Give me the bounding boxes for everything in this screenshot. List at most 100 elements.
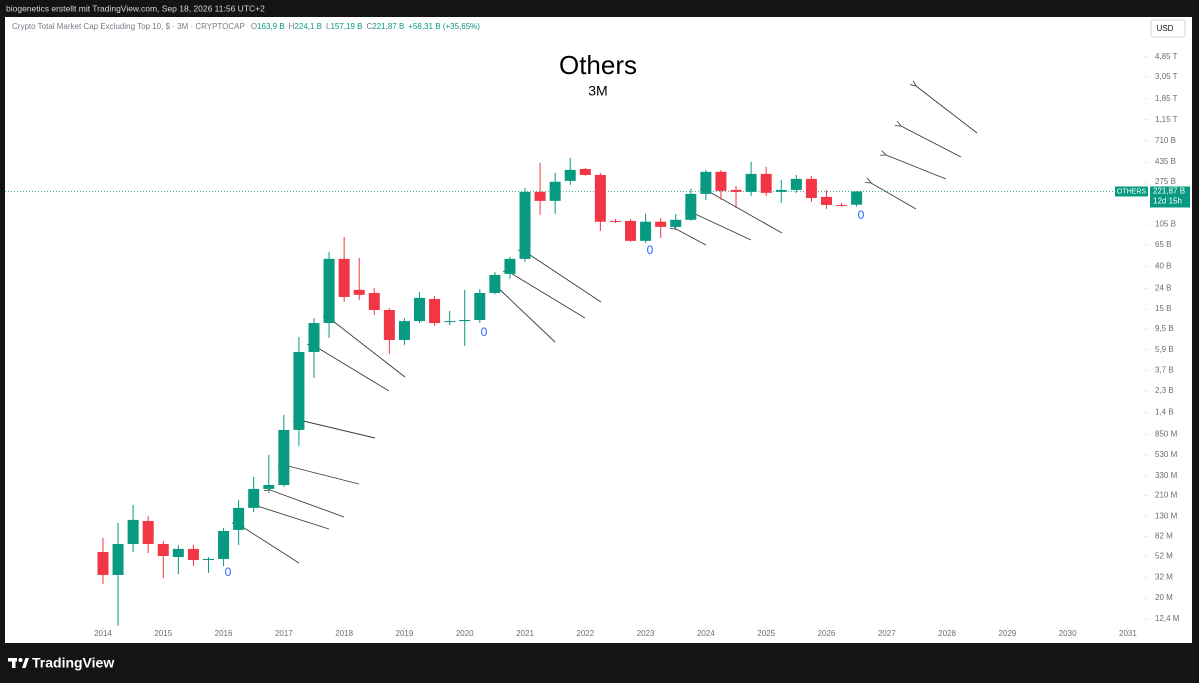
logo-part[interactable]	[18, 658, 23, 662]
candle-body	[655, 221, 667, 227]
arrow	[706, 190, 783, 234]
y-tick-label: 3,05 T	[1155, 72, 1178, 81]
x-tick-label: 2019	[396, 629, 414, 638]
chart-pane	[5, 17, 1192, 643]
candle-body	[263, 484, 275, 489]
price-tag-value: 221,87 B	[1153, 187, 1185, 196]
logo-part[interactable]	[12, 658, 16, 668]
x-tick-label: 2028	[938, 629, 956, 638]
ohlc-value: 224,1 B	[294, 22, 322, 31]
candle-body	[640, 221, 652, 241]
x-tick-label: 2027	[878, 629, 896, 638]
arrows	[238, 86, 978, 564]
arrow	[916, 86, 978, 134]
y-tick-label: 40 B	[1155, 261, 1171, 270]
y-tick-label: 850 M	[1155, 430, 1178, 439]
candle-body	[851, 191, 863, 205]
y-tick-label: 1,15 T	[1155, 115, 1178, 124]
y-tick-label: 24 B	[1155, 284, 1171, 293]
y-tick-label: 2,3 B	[1155, 386, 1174, 395]
candle-body	[504, 258, 516, 274]
y-tick-label: 330 M	[1155, 471, 1178, 480]
candle-body	[308, 323, 320, 352]
candle-body	[248, 488, 260, 508]
y-tick-label: 435 B	[1155, 157, 1176, 166]
ohlc-key: L	[326, 22, 331, 31]
candle-body	[670, 219, 682, 227]
candle-body	[534, 191, 546, 201]
candle-body	[97, 552, 109, 575]
arrow	[254, 505, 330, 530]
arrow	[270, 490, 345, 518]
x-tick-label: 2020	[456, 629, 474, 638]
candle-body	[323, 258, 335, 324]
ohlc-key: O	[251, 22, 257, 31]
y-tick-label: 65 B	[1155, 240, 1171, 249]
x-tick-label: 2024	[697, 629, 715, 638]
candle-body	[444, 321, 456, 323]
candle-body	[519, 191, 531, 259]
annotation: 0	[481, 325, 488, 339]
candle-body	[293, 351, 305, 430]
x-tick-label: 2030	[1059, 629, 1077, 638]
symbol-header: Crypto Total Market Cap Excluding Top 10…	[12, 22, 480, 31]
candle-body	[459, 319, 471, 322]
logo-part[interactable]	[22, 658, 29, 668]
y-tick-label: 1,4 B	[1155, 408, 1174, 417]
arrow	[901, 126, 962, 158]
arrow	[691, 212, 752, 241]
price-tag-bg	[1150, 186, 1190, 208]
ohlc-value: 221,87 B	[372, 22, 404, 31]
brand-logo[interactable]	[8, 658, 29, 668]
y-tick-label: 32 M	[1155, 573, 1173, 582]
arrow	[509, 272, 586, 319]
y-tick-label: 1,85 T	[1155, 94, 1178, 103]
brand[interactable]: TradingView	[32, 655, 114, 671]
candle-body	[489, 274, 501, 293]
arrow	[238, 524, 300, 564]
candle-body	[187, 548, 199, 560]
candle-body	[474, 292, 486, 320]
candle-body	[112, 543, 124, 575]
candle-body	[609, 220, 621, 222]
price-tag-countdown: 12d 15h	[1153, 197, 1182, 206]
annotation: 0	[225, 565, 232, 579]
candle-body	[338, 258, 350, 297]
candle-body	[805, 178, 817, 199]
candle-body	[775, 189, 787, 192]
x-tick-label: 2023	[637, 629, 655, 638]
x-tick-label: 2029	[998, 629, 1016, 638]
y-tick-label: 105 B	[1155, 219, 1176, 228]
annotation: 0	[647, 243, 654, 257]
change: +58,31 B (+35,65%)	[408, 22, 480, 31]
price-tag-name: OTHERS	[1117, 188, 1147, 195]
arrow	[329, 318, 406, 378]
currency-box[interactable]	[1150, 19, 1186, 38]
x-tick-label: 2021	[516, 629, 534, 638]
arrow	[676, 229, 707, 246]
y-tick-label: 20 M	[1155, 593, 1173, 602]
candle-body	[820, 196, 832, 205]
candle-body	[579, 168, 591, 175]
currency[interactable]: USD	[1157, 24, 1174, 33]
candle-body	[383, 309, 395, 340]
candle-body	[278, 429, 290, 485]
y-tick-label: 275 B	[1155, 177, 1176, 186]
x-tick-label: 2017	[275, 629, 293, 638]
x-tick-label: 2026	[818, 629, 836, 638]
candle-body	[429, 299, 441, 324]
candle-body	[836, 204, 848, 206]
y-tick-label: 12,4 M	[1155, 614, 1180, 623]
y-tick-label: 710 B	[1155, 136, 1176, 145]
y-tick-label: 4,85 T	[1155, 52, 1178, 61]
arrow	[524, 251, 602, 303]
chart-title: Others	[559, 50, 637, 80]
ohlc-key: C	[367, 22, 373, 31]
y-tick-label: 9,5 B	[1155, 324, 1174, 333]
credit: biogenetics erstellt mit TradingView.com…	[6, 3, 265, 13]
ohlc-key: H	[289, 22, 295, 31]
candle-body	[218, 530, 230, 559]
arrow	[299, 420, 376, 439]
